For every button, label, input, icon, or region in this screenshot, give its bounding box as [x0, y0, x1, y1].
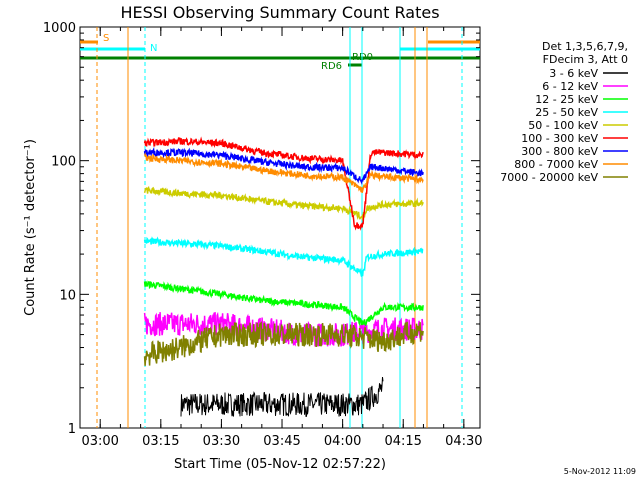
series-line [180, 376, 384, 418]
plot-frame [79, 26, 481, 429]
x-tick-label: 04:15 [384, 434, 421, 449]
series-line [143, 146, 424, 185]
series-line [143, 280, 424, 327]
series-line [143, 136, 424, 231]
x-tick-label: 03:00 [81, 434, 118, 449]
legend: Det 1,3,5,6,7,9,FDecim 3, Att 03 - 6 keV… [500, 40, 628, 184]
x-tick-label: 03:45 [263, 434, 300, 449]
x-axis-title: Start Time (05-Nov-12 02:57:22) [174, 457, 386, 472]
legend-entry-label: 3 - 6 keV [549, 67, 598, 80]
legend-entry-label: 12 - 25 keV [535, 93, 598, 106]
legend-entry-label: 6 - 12 keV [542, 80, 598, 93]
rd6-label: RD6 [321, 61, 342, 72]
series-line [143, 320, 424, 366]
y-tick-label: 1000 [43, 21, 76, 36]
x-tick-label: 03:30 [203, 434, 240, 449]
x-tick-label: 04:30 [445, 434, 482, 449]
chart-title: HESSI Observing Summary Count Rates [120, 3, 439, 22]
legend-header: FDecim 3, Att 0 [543, 53, 628, 66]
night-flag-label: N [150, 43, 157, 54]
legend-entry-label: 7000 - 20000 keV [500, 171, 598, 184]
legend-entry-label: 100 - 300 keV [521, 132, 598, 145]
x-tick-label: 04:00 [324, 434, 361, 449]
x-tick-label: 03:15 [142, 434, 179, 449]
legend-entry-label: 300 - 800 keV [521, 145, 598, 158]
y-tick-label: 10 [59, 288, 76, 303]
legend-entry-label: 25 - 50 keV [535, 106, 598, 119]
legend-entry-label: 50 - 100 keV [528, 119, 598, 132]
plot-marks: S N RD6 RD0 [80, 27, 480, 428]
y-tick-label: 1 [68, 422, 76, 437]
footer-timestamp: 5-Nov-2012 11:09 [564, 467, 636, 476]
axes: 03:00 03:15 03:30 03:45 04:00 04:15 04:30 1 10 10… [43, 21, 483, 449]
series-line [143, 151, 424, 194]
series-line [143, 185, 424, 221]
legend-header: Det 1,3,5,6,7,9, [542, 40, 628, 53]
rd0-label: RD0 [352, 52, 373, 63]
saa-flag-label: S [103, 33, 109, 44]
series-line [143, 236, 424, 277]
y-axis-title: Count Rate (s⁻¹ detector⁻¹) [23, 139, 38, 316]
legend-entry-label: 800 - 7000 keV [514, 158, 598, 171]
y-tick-label: 100 [51, 155, 76, 170]
